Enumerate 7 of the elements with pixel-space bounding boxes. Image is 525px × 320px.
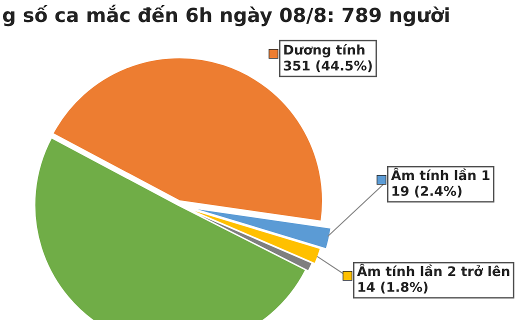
data-label: 351 (44.5%) bbox=[284, 60, 372, 72]
legend-label: Âm tính lần 1 bbox=[391, 168, 490, 180]
chart-title: g số ca mắc đến 6h ngày 08/8: 789 người bbox=[2, 4, 449, 26]
data-label: 14 (1.8%) bbox=[358, 282, 428, 294]
legend-label: Dương tính bbox=[284, 44, 364, 58]
legend-label: Âm tính lần 2 trở lên bbox=[357, 264, 510, 276]
data-label: 19 (2.4%) bbox=[392, 186, 462, 198]
